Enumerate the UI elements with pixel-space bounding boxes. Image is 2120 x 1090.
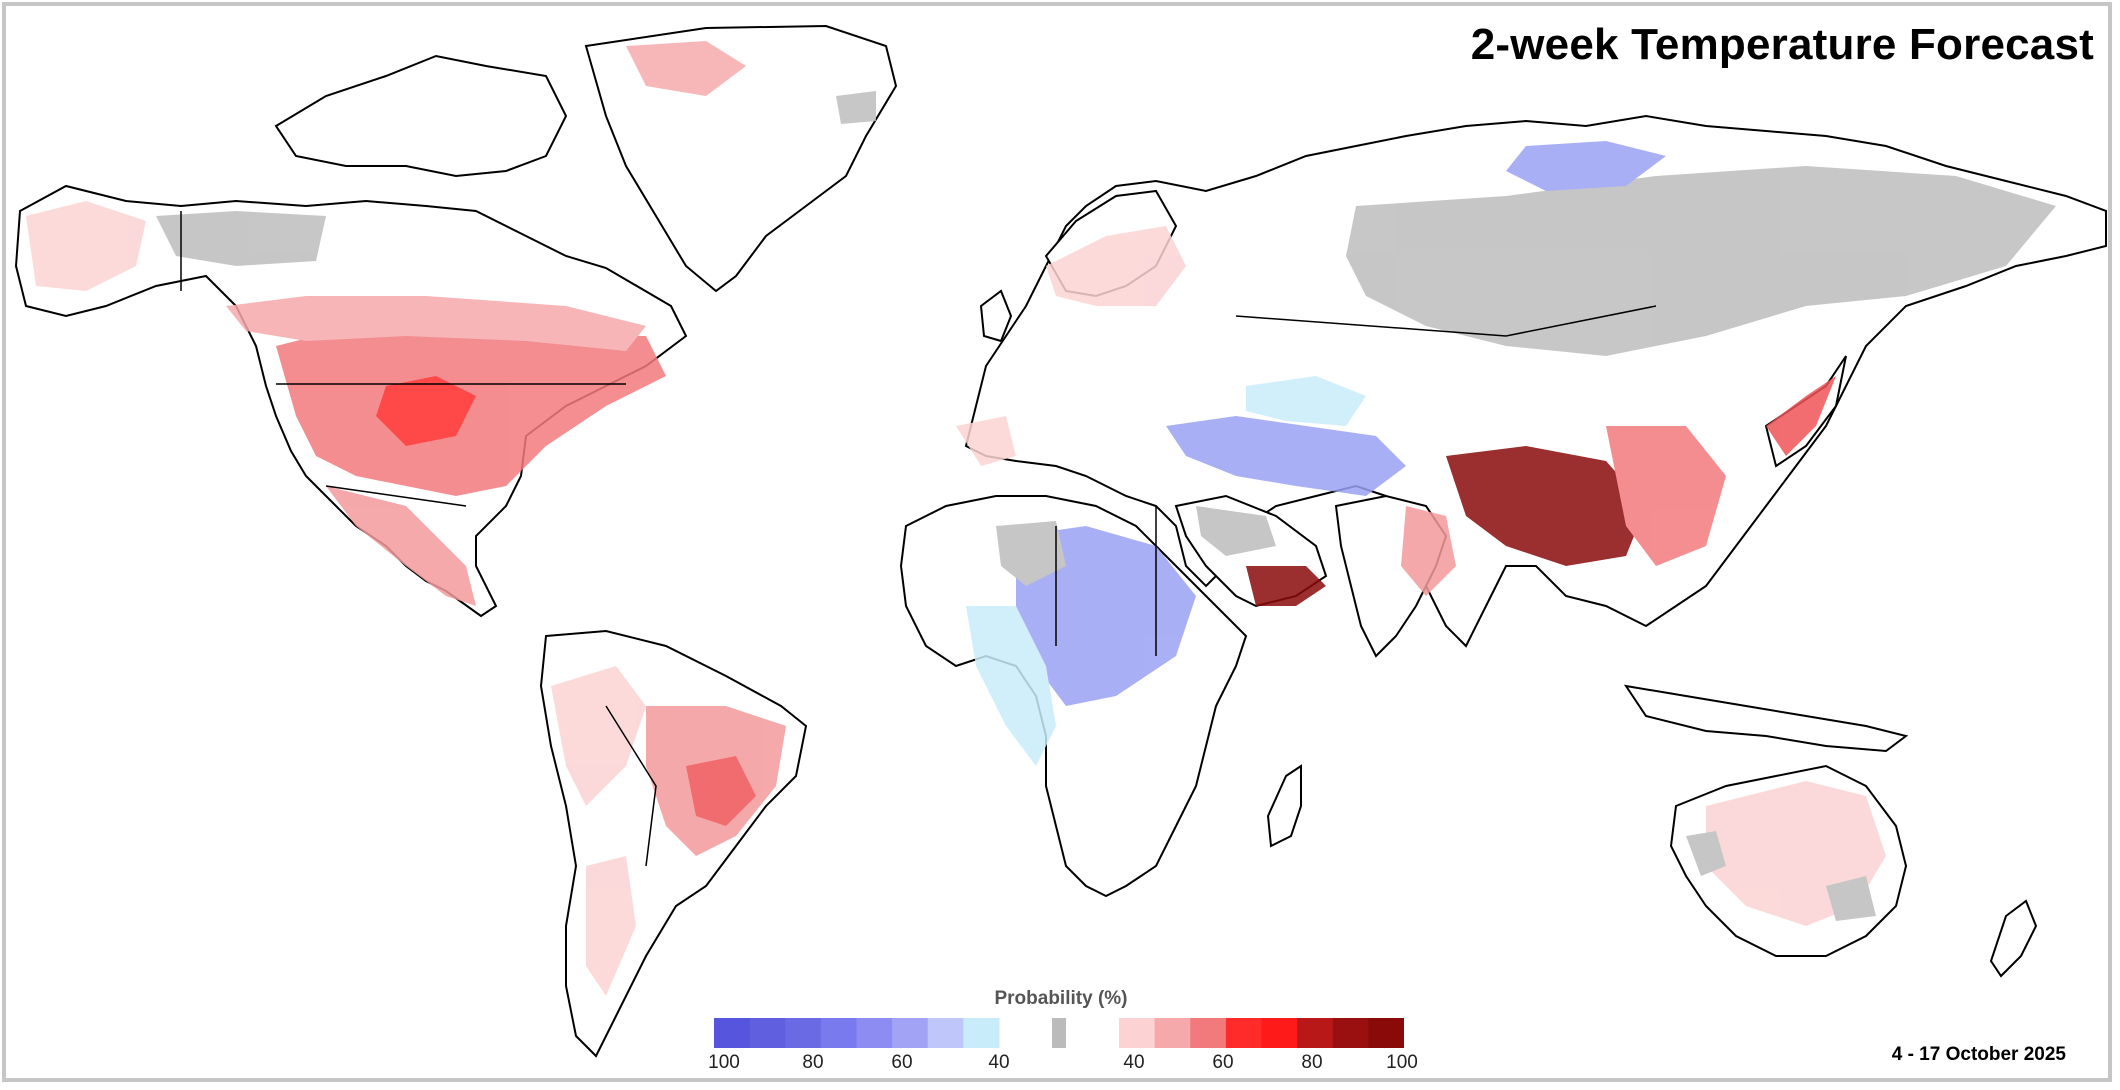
legend-swatch-below [927,1018,964,1048]
shade-usa-strong [376,376,476,446]
legend-swatch-above [1119,1018,1156,1048]
indonesia [1623,684,1909,753]
shade-africa-grey [996,521,1066,586]
shade-caucasus-light [1246,376,1366,426]
legend-swatch-below [820,1018,858,1048]
shade-tibet-hot [1446,446,1646,566]
country-borders [180,211,1657,867]
legend-swatch-above [1297,1018,1334,1048]
shade-africa-cold [1016,526,1196,706]
shade-china-warm [1606,426,1726,566]
legend-swatch-above [1332,1018,1369,1048]
shade-alaska-pink [26,201,146,291]
date-range: 4 - 17 October 2025 [1891,1044,2066,1065]
shade-sa-west [551,666,646,806]
legend-ticks: 100 80 60 40 40 60 80 100 [696,1052,1426,1076]
legend-swatch-below [892,1018,929,1048]
shade-middle-east-cold [1166,416,1406,496]
shade-arctic-grey [836,91,876,124]
legend-colorbar [714,1018,1404,1048]
legend-swatch-above [1368,1018,1404,1048]
shade-canada-light [226,296,646,351]
arctic-islands [274,54,568,178]
shade-iberia-pink [956,416,1016,466]
shade-usa-warm [276,326,666,496]
shade-africa-light-cold [966,606,1056,766]
legend-swatch-below [963,1018,1000,1048]
shade-australia-grey [1686,831,1726,876]
tick-above-60: 60 [1212,1052,1234,1073]
legend-near-normal [1052,1018,1066,1048]
shade-mexico [326,486,476,606]
tick-above-80: 80 [1301,1052,1323,1073]
world-map [14,24,2107,1058]
shade-australia-grey-se [1826,876,1876,921]
shade-arabia-hot [1246,566,1326,606]
shade-russia-grey [1346,166,2056,356]
legend-swatch-below [856,1018,893,1048]
tick-below-100: 100 [708,1052,740,1073]
shade-canada-grey [156,211,326,266]
shade-brazil-core [686,756,756,826]
shade-greenland-pink [626,41,746,96]
tick-below-60: 60 [891,1052,913,1073]
british-isles [979,289,1013,343]
shade-siberia-cold [1506,141,1666,191]
shade-india-warm [1401,506,1456,596]
legend-above-normal [1119,1018,1404,1048]
legend-swatch-above [1154,1018,1191,1048]
new-zealand [1989,899,2038,978]
legend-swatch-near-normal [1052,1018,1066,1048]
shade-europe-pink [1046,226,1186,306]
legend-below-normal [714,1018,1000,1048]
shade-japan-warm [1766,376,1836,456]
legend-swatch-above [1190,1018,1227,1048]
chart-title: 2-week Temperature Forecast [1470,20,2094,69]
legend: Probability (%) 100 80 60 40 40 60 80 10… [696,984,1426,1074]
tick-above-40: 40 [1123,1052,1145,1073]
tick-above-100: 100 [1386,1052,1418,1073]
greenland [584,24,898,293]
tick-below-80: 80 [802,1052,824,1073]
tick-below-40: 40 [988,1052,1010,1073]
madagascar [1266,764,1302,848]
legend-title: Probability (%) [994,988,1128,1009]
legend-swatch-below [749,1018,786,1048]
forecast-shading [26,41,2056,996]
legend-swatch-above [1261,1018,1298,1048]
legend-swatch-below [714,1018,751,1048]
legend-swatch-above [1225,1018,1263,1048]
shade-arabia-grey [1196,506,1276,556]
legend-swatch-below [785,1018,822,1048]
shade-sa-south [586,856,636,996]
